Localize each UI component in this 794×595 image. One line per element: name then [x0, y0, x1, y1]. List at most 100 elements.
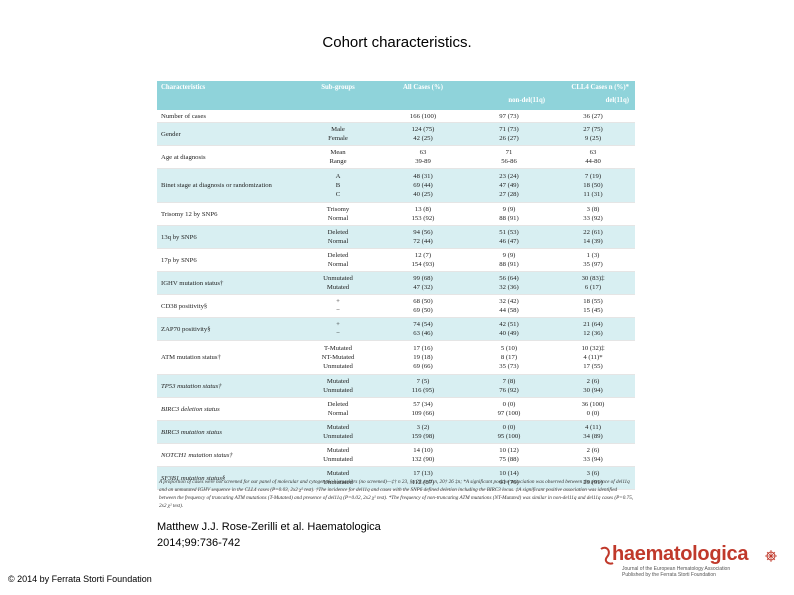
row-del-11q-value: 33 (92) — [583, 215, 603, 222]
row-subgroup-value: Mutated — [326, 378, 350, 385]
row-characteristic: TP53 mutation status† — [157, 374, 297, 398]
logo-tagline-line2: Published by the Ferrata Storti Foundati… — [622, 572, 716, 578]
header-del-11q: del(11q) — [551, 97, 635, 110]
row-characteristic: SF3B1 mutation status§ — [157, 466, 297, 490]
row-all-cases-value: 19 (18) — [413, 354, 433, 361]
row-non-del-11q-value: 51 (53) — [499, 229, 519, 236]
row-all-cases-value: 69 (44) — [413, 182, 433, 189]
row-subgroup-value: Normal — [327, 238, 349, 245]
row-non-del-11q-value: 46 (47) — [499, 238, 519, 245]
row-subgroup-value: Deleted — [327, 401, 349, 408]
table-body: Number of cases 166 (100) 97 (73) 36 (27) Ge… — [157, 110, 635, 490]
row-all-cases-value: 68 (50) — [413, 298, 433, 305]
row-del-11q-value: 30 (83)‡ — [581, 275, 605, 282]
row-subgroup-value: Mutated — [326, 447, 350, 454]
row-non-del-11q-value: 56 (64) — [499, 275, 519, 282]
row-all-cases-value: 39-89 — [415, 158, 431, 165]
table-row: SF3B1 mutation status§ Mutated Unmutated 17… — [157, 466, 635, 490]
row-all-cases-value: 69 (50) — [413, 307, 433, 314]
row-subgroup: Deleted Normal — [297, 225, 379, 249]
row-non-del-11q: 10 (14) 61 (76) — [467, 466, 551, 490]
row-del-11q: 4 (11) 34 (89) — [551, 420, 635, 444]
row-non-del-11q: 5 (10) 8 (17) 35 (73) — [467, 340, 551, 375]
row-all-cases-value: 48 (31) — [413, 173, 433, 180]
row-all-cases: 166 (100) — [379, 110, 467, 123]
row-del-11q-value: 7 (19) — [584, 173, 602, 180]
row-del-11q-value: 3 (8) — [586, 206, 600, 213]
row-all-cases-value: 69 (66) — [413, 363, 433, 370]
row-del-11q-value: 63 — [589, 149, 597, 156]
row-non-del-11q-value: 42 (51) — [499, 321, 519, 328]
row-del-11q: 63 44-80 — [551, 145, 635, 169]
row-subgroup: Mutated Unmutated — [297, 420, 379, 444]
table-row: 17p by SNP6 Deleted Normal 12 (7) 154 (93) 9 … — [157, 248, 635, 272]
row-non-del-11q: 7 (8) 76 (92) — [467, 374, 551, 398]
row-subgroup-value: − — [336, 307, 340, 314]
logo-tagline: Journal of the European Hematology Assoc… — [622, 566, 730, 578]
row-del-11q: 10 (32)‡ 4 (11)* 17 (55) — [551, 340, 635, 375]
row-all-cases: 94 (56) 72 (44) — [379, 225, 467, 249]
logo-emblem-icon — [765, 550, 777, 562]
row-non-del-11q-value: 97 (100) — [497, 410, 521, 417]
row-subgroup: Unmutated Mutated — [297, 271, 379, 295]
row-non-del-11q-value: 26 (27) — [499, 135, 519, 142]
logo-tagline-line1: Journal of the European Hematology Assoc… — [622, 566, 731, 572]
row-non-del-11q-value: 88 (91) — [499, 261, 519, 268]
row-subgroup-value: A — [335, 173, 341, 180]
row-subgroup-value: − — [336, 330, 340, 337]
row-characteristic: BIRC3 mutation status — [157, 420, 297, 444]
row-subgroup: Mean Range — [297, 145, 379, 169]
row-non-del-11q: 71 (73) 26 (27) — [467, 122, 551, 146]
haematologica-logo: haematologica Journal of the European He… — [598, 543, 778, 583]
row-characteristic: BIRC3 deletion status — [157, 397, 297, 421]
row-non-del-11q: 23 (24) 47 (49) 27 (28) — [467, 168, 551, 203]
row-subgroup-value: Unmutated — [323, 275, 353, 282]
row-del-11q-value: 34 (89) — [583, 433, 603, 440]
table-row: 13q by SNP6 Deleted Normal 94 (56) 72 (44) 51… — [157, 225, 635, 249]
row-all-cases-value: 124 (75) — [411, 126, 435, 133]
row-all-cases: 124 (75) 42 (25) — [379, 122, 467, 146]
row-subgroup-value: + — [336, 321, 340, 328]
row-non-del-11q-value: 10 (14) — [499, 470, 519, 477]
row-del-11q: 21 (64) 12 (36) — [551, 317, 635, 341]
row-del-11q-value: 4 (11)* — [583, 354, 603, 361]
table-row: ZAP70 positivity§ + −74 (54) 63 (46) 42 (51)… — [157, 317, 635, 341]
row-non-del-11q: 51 (53) 46 (47) — [467, 225, 551, 249]
row-characteristic: ATM mutation status† — [157, 340, 297, 375]
row-all-cases-value: 63 — [419, 149, 427, 156]
row-del-11q: 3 (8) 33 (92) — [551, 202, 635, 226]
row-non-del-11q-value: 9 (9) — [502, 252, 516, 259]
row-non-del-11q-value: 44 (58) — [499, 307, 519, 314]
row-characteristic: Trisomy 12 by SNP6 — [157, 202, 297, 226]
row-subgroup-value: Unmutated — [323, 479, 353, 486]
row-all-cases: 74 (54) 63 (46) — [379, 317, 467, 341]
row-non-del-11q-value: 88 (91) — [499, 215, 519, 222]
row-del-11q: 2 (6) 33 (94) — [551, 443, 635, 467]
row-all-cases: 48 (31) 69 (44) 40 (25) — [379, 168, 467, 203]
row-characteristic: NOTCH1 mutation status† — [157, 443, 297, 467]
table-row: BIRC3 deletion status Deleted Normal 57 (34… — [157, 397, 635, 421]
row-non-del-11q: 42 (51) 40 (49) — [467, 317, 551, 341]
row-subgroup-value: Mutated — [326, 284, 350, 291]
row-all-cases-value: 63 (46) — [413, 330, 433, 337]
row-del-11q-value: 1 (3) — [586, 252, 600, 259]
row-non-del-11q-value: 32 (36) — [499, 284, 519, 291]
row-non-del-11q-value: 27 (28) — [499, 191, 519, 198]
row-all-cases-value: 14 (10) — [413, 447, 433, 454]
row-characteristic: Age at diagnosis — [157, 145, 297, 169]
row-all-cases-value: 166 (100) — [409, 112, 437, 120]
row-del-11q-value: 9 (25) — [584, 135, 602, 142]
logo-mark-icon — [600, 546, 614, 565]
row-non-del-11q-value: 47 (49) — [499, 182, 519, 189]
row-non-del-11q-value: 35 (73) — [499, 363, 519, 370]
row-all-cases-value: 116 (95) — [411, 387, 435, 394]
table-footnote: A proportion of cases were not screened … — [159, 479, 634, 509]
row-all-cases-value: 57 (34) — [413, 401, 433, 408]
slide-title: Cohort characteristics. — [322, 34, 472, 51]
row-all-cases-value: 40 (25) — [413, 191, 433, 198]
row-all-cases-value: 154 (93) — [411, 261, 435, 268]
table-row: TP53 mutation status† Mutated Unmutated 7 (… — [157, 374, 635, 398]
row-subgroup: Mutated Unmutated — [297, 374, 379, 398]
row-all-cases-value: 7 (5) — [416, 378, 430, 385]
row-all-cases: 17 (13) 112 (87) — [379, 466, 467, 490]
